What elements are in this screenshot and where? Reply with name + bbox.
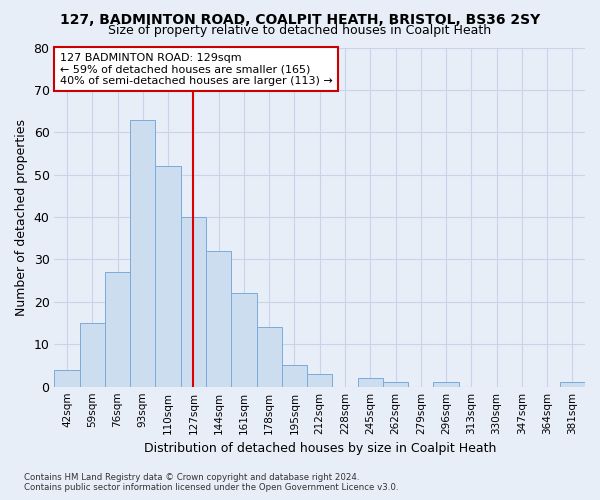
Text: Contains HM Land Registry data © Crown copyright and database right 2024.
Contai: Contains HM Land Registry data © Crown c… — [24, 473, 398, 492]
Bar — [231, 294, 257, 386]
Bar — [55, 370, 80, 386]
Bar — [358, 378, 383, 386]
Text: 127 BADMINTON ROAD: 129sqm
← 59% of detached houses are smaller (165)
40% of sem: 127 BADMINTON ROAD: 129sqm ← 59% of deta… — [60, 52, 332, 86]
Bar — [155, 166, 181, 386]
Bar — [130, 120, 155, 386]
Bar — [105, 272, 130, 386]
Text: Size of property relative to detached houses in Coalpit Heath: Size of property relative to detached ho… — [109, 24, 491, 37]
X-axis label: Distribution of detached houses by size in Coalpit Heath: Distribution of detached houses by size … — [143, 442, 496, 455]
Y-axis label: Number of detached properties: Number of detached properties — [15, 118, 28, 316]
Bar — [80, 323, 105, 386]
Bar — [383, 382, 408, 386]
Bar — [257, 328, 282, 386]
Bar — [560, 382, 585, 386]
Bar — [433, 382, 458, 386]
Text: 127, BADMINTON ROAD, COALPIT HEATH, BRISTOL, BS36 2SY: 127, BADMINTON ROAD, COALPIT HEATH, BRIS… — [60, 12, 540, 26]
Bar — [307, 374, 332, 386]
Bar — [181, 217, 206, 386]
Bar — [206, 251, 231, 386]
Bar — [282, 366, 307, 386]
